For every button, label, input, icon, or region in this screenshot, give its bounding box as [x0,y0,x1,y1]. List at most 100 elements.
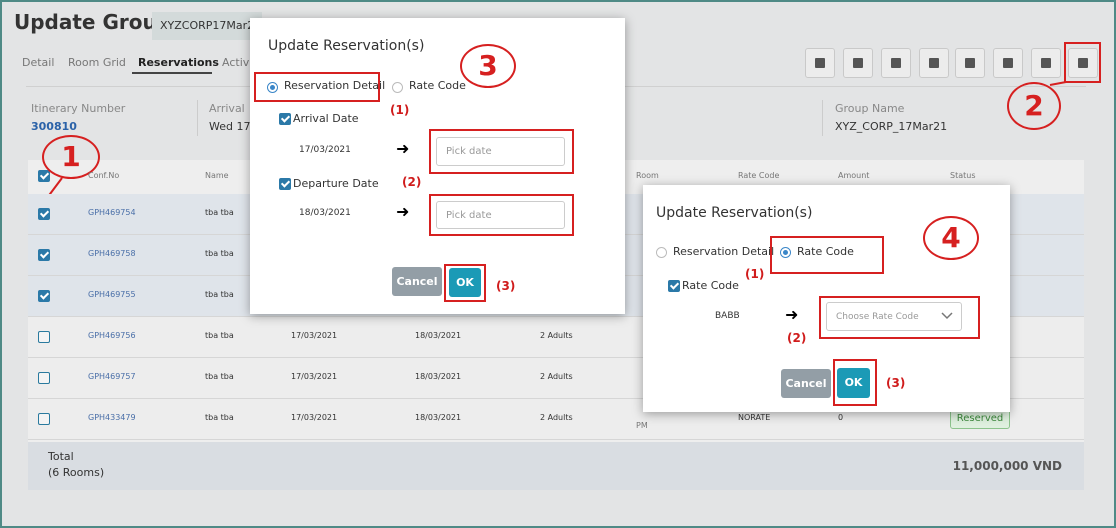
arrow: ➜ [396,202,410,221]
arrow: ➜ [396,139,410,158]
current-value: 18/03/2021 [299,208,351,218]
cancel-button[interactable]: Cancel [392,267,442,296]
arrival-date-input[interactable]: Pick date [436,137,565,166]
radio-detail[interactable] [656,247,667,258]
radio-rate[interactable] [392,82,403,93]
toolbar-button[interactable] [1031,48,1061,78]
conf-link[interactable]: GPH469754 [88,208,136,217]
conf-link[interactable]: GPH469755 [88,290,136,299]
cell: 17/03/2021 [291,372,338,381]
annotation-line [1049,81,1067,86]
annotation-mark: (1) [745,267,765,281]
update-dialog-rate: Update Reservation(s) Reservation Detail… [643,185,1010,412]
icon [853,58,863,68]
column-header: Status [950,171,976,180]
ok-button[interactable]: OK [837,368,870,398]
annotation-box [429,129,574,174]
radio-rate[interactable] [780,247,791,258]
current-value: BABB [715,311,740,321]
radio-label: Rate Code [409,79,466,92]
cell: tba tba [205,208,234,217]
annotation-step: 4 [923,216,979,260]
cell: 0 [838,413,844,422]
toolbar-button[interactable] [1068,48,1098,78]
arrow: ➜ [785,305,799,324]
departure-checkbox[interactable] [279,178,291,190]
chevron [941,312,953,320]
cell: 18/03/2021 [415,331,462,340]
annotation-box [429,194,574,236]
tab[interactable]: Detail [22,56,55,69]
conf-link[interactable]: GPH469757 [88,372,136,381]
field-label: Arrival Date [293,112,359,125]
cell: 2 Adults [540,372,573,381]
field-label: Departure Date [293,177,379,190]
row-checkbox[interactable] [38,290,50,302]
tab[interactable]: Reservations [138,56,219,69]
rate-checkbox[interactable] [668,280,680,292]
current-value: 17/03/2021 [299,145,351,155]
rate-code-select[interactable]: Choose Rate Code [826,302,962,331]
toolbar-button[interactable] [843,48,873,78]
cell: 2 Adults [540,413,573,422]
icon [1078,58,1088,68]
annotation-mark: (2) [787,331,807,345]
tab[interactable]: Activ [222,56,250,69]
toolbar-button[interactable] [993,48,1023,78]
annotation-step: 1 [42,135,100,179]
icon [891,58,901,68]
annotation-step: 3 [460,44,516,88]
total-row [28,442,1084,490]
toolbar-button[interactable] [805,48,835,78]
itinerary-link[interactable]: 300810 [31,120,77,133]
info-label: Group Name [835,102,905,115]
toolbar-button[interactable] [881,48,911,78]
annotation-box [770,236,884,274]
cell: 2 Adults [540,331,573,340]
annotation-step: 2 [1007,82,1061,130]
divider [822,100,823,136]
icon [965,58,975,68]
cell: tba tba [205,413,234,422]
toolbar-button[interactable] [919,48,949,78]
column-header: Amount [838,171,870,180]
radio-label: Rate Code [797,245,854,258]
icon [1003,58,1013,68]
total-amount: 11,000,000 VND [952,459,1062,473]
row-checkbox[interactable] [38,249,50,261]
conf-link[interactable]: GPH433479 [88,413,136,422]
annotation-box [833,359,877,406]
row-checkbox[interactable] [38,372,50,384]
cell: NORATE [738,413,771,422]
ok-button[interactable]: OK [449,268,481,297]
tab[interactable]: Room Grid [68,56,126,69]
cancel-button[interactable]: Cancel [781,369,831,398]
time-cell: PM [636,421,648,430]
select-all-checkbox[interactable] [38,170,50,182]
departure-date-input[interactable]: Pick date [436,201,565,229]
info-value: Wed 17/ [209,120,255,133]
radio-detail[interactable] [267,82,278,93]
column-header: Rate Code [738,171,780,180]
toolbar-button[interactable] [955,48,985,78]
annotation-mark: (2) [402,175,422,189]
cell: tba tba [205,331,234,340]
info-label: Itinerary Number [31,102,126,115]
icon [929,58,939,68]
cell: tba tba [205,249,234,258]
cell: 18/03/2021 [415,413,462,422]
info-label: Arrival [209,102,245,115]
column-header: Room [636,171,659,180]
dialog-title: Update Reservation(s) [268,38,425,54]
row-checkbox[interactable] [38,208,50,220]
cell: tba tba [205,372,234,381]
conf-link[interactable]: GPH469756 [88,331,136,340]
annotation-mark: (3) [496,279,516,293]
row-checkbox[interactable] [38,331,50,343]
row-checkbox[interactable] [38,413,50,425]
conf-link[interactable]: GPH469758 [88,249,136,258]
icon [1041,58,1051,68]
arrival-checkbox[interactable] [279,113,291,125]
radio-label: Reservation Detail [673,245,775,258]
